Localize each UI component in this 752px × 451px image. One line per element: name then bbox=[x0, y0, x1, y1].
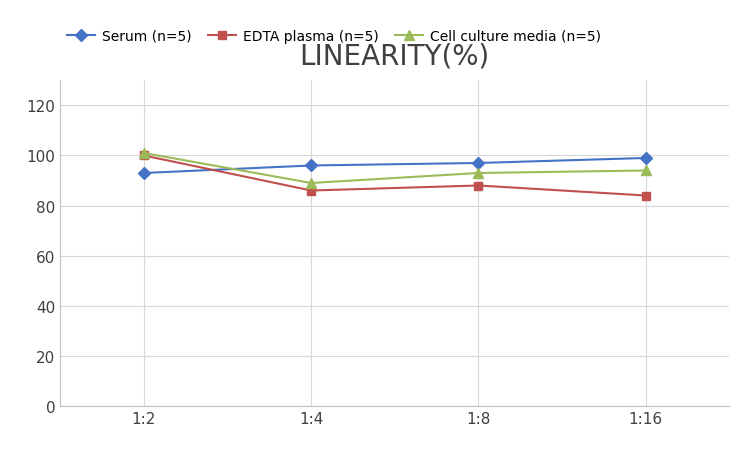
Cell culture media (n=5) bbox=[307, 181, 316, 186]
EDTA plasma (n=5) bbox=[474, 184, 483, 189]
Line: EDTA plasma (n=5): EDTA plasma (n=5) bbox=[140, 152, 650, 200]
Serum (n=5) bbox=[474, 161, 483, 166]
Cell culture media (n=5) bbox=[474, 171, 483, 176]
Legend: Serum (n=5), EDTA plasma (n=5), Cell culture media (n=5): Serum (n=5), EDTA plasma (n=5), Cell cul… bbox=[67, 30, 601, 44]
Cell culture media (n=5) bbox=[641, 168, 650, 174]
Line: Serum (n=5): Serum (n=5) bbox=[140, 154, 650, 178]
Serum (n=5) bbox=[307, 163, 316, 169]
EDTA plasma (n=5) bbox=[139, 153, 148, 159]
Title: LINEARITY(%): LINEARITY(%) bbox=[300, 42, 490, 70]
Cell culture media (n=5) bbox=[139, 151, 148, 156]
EDTA plasma (n=5) bbox=[641, 193, 650, 199]
Serum (n=5) bbox=[139, 171, 148, 176]
EDTA plasma (n=5) bbox=[307, 189, 316, 194]
Serum (n=5) bbox=[641, 156, 650, 161]
Line: Cell culture media (n=5): Cell culture media (n=5) bbox=[139, 149, 650, 189]
